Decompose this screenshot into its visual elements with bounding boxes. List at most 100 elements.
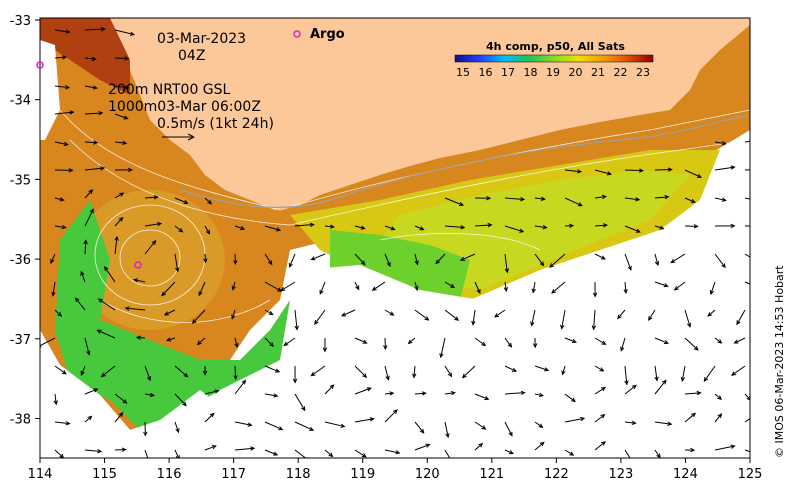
current-vector-head	[570, 397, 576, 403]
current-vector	[144, 449, 149, 458]
current-vector-head	[476, 288, 481, 295]
current-vector	[50, 253, 56, 264]
current-vector-head	[602, 223, 609, 228]
current-vector-head	[569, 223, 575, 228]
current-vector-head	[280, 286, 286, 292]
current-vector-head	[124, 85, 130, 90]
current-vector	[654, 449, 661, 458]
current-vector	[714, 253, 726, 268]
current-vector-head	[504, 268, 510, 274]
current-vector	[504, 197, 525, 200]
current-vector-head	[273, 393, 279, 398]
current-vector	[354, 449, 367, 458]
current-vector	[564, 197, 583, 207]
current-vector	[594, 195, 606, 199]
current-vector-head	[389, 391, 395, 396]
current-vector-head	[294, 325, 299, 331]
current-vector-head	[751, 415, 755, 418]
current-vector-head	[407, 339, 413, 345]
current-vector	[174, 253, 179, 272]
current-vector-head	[696, 390, 702, 396]
current-vector-head	[478, 442, 484, 448]
current-vector	[54, 29, 70, 33]
current-vector	[414, 392, 426, 395]
current-vector	[654, 365, 658, 381]
current-vector	[264, 449, 278, 456]
current-vector-head	[560, 324, 565, 330]
current-vector	[294, 224, 314, 227]
current-vector-head	[631, 384, 637, 390]
current-vector-head	[508, 450, 514, 455]
current-vector	[474, 281, 481, 294]
current-vector-head	[539, 441, 545, 447]
current-vector-head	[659, 225, 665, 230]
current-vector-head	[278, 426, 284, 431]
current-vector-head	[623, 289, 628, 295]
current-vector-head	[577, 202, 583, 207]
current-vector-head	[207, 199, 213, 205]
current-vector-head	[601, 441, 606, 446]
current-vector-head	[88, 189, 94, 194]
current-vector	[354, 337, 367, 344]
current-vector-head	[147, 460, 150, 464]
current-vector	[98, 298, 116, 311]
colorbar-tick-label: 16	[479, 66, 493, 79]
current-vector-head	[124, 56, 130, 61]
current-vector-head	[273, 451, 279, 456]
current-vector	[144, 365, 151, 381]
current-vector	[264, 253, 273, 265]
y-tick-label: -33	[10, 14, 31, 29]
current-vector-head	[65, 29, 71, 34]
current-vector-head	[414, 260, 419, 266]
current-vector-head	[231, 314, 236, 320]
current-vector-head	[310, 256, 316, 261]
current-vector-head	[151, 239, 157, 245]
argo-legend-marker	[293, 30, 301, 38]
current-vector-head	[538, 423, 544, 428]
current-vector-head	[68, 168, 74, 173]
current-vector	[324, 449, 333, 457]
current-vector	[504, 365, 517, 372]
current-vector-head	[571, 338, 578, 344]
colorbar-tick-label: 17	[501, 66, 515, 79]
current-vector-head	[301, 406, 306, 412]
current-vector	[84, 209, 94, 227]
current-vector-head	[118, 216, 124, 222]
current-vector-head	[487, 222, 493, 228]
current-vector	[648, 309, 656, 321]
current-vector-head	[93, 388, 99, 393]
current-vector	[462, 365, 476, 378]
current-vector-head	[600, 414, 606, 419]
cloud-mask	[300, 180, 750, 458]
current-vector	[564, 393, 576, 402]
current-vector-head	[561, 370, 566, 376]
current-vector	[617, 309, 626, 319]
current-vector-head	[439, 353, 444, 359]
current-vector-head	[730, 444, 736, 449]
current-vector-head	[65, 421, 71, 426]
current-vector	[354, 418, 374, 423]
current-vector	[654, 253, 659, 266]
current-vector-head	[393, 409, 398, 415]
current-vector	[114, 217, 123, 227]
colorbar	[454, 54, 654, 63]
current-vector	[504, 281, 507, 292]
current-vector-head	[662, 379, 667, 385]
current-vector	[311, 253, 326, 261]
current-vector-head	[211, 445, 217, 450]
current-vector-head	[680, 376, 686, 382]
current-vector	[166, 337, 176, 341]
current-vector-head	[460, 225, 466, 230]
x-tick-label: 115	[92, 467, 117, 482]
current-vector	[594, 253, 606, 260]
current-vector-head	[591, 325, 597, 331]
current-vector	[54, 365, 67, 375]
current-vector	[624, 449, 631, 458]
current-vector-head	[89, 208, 94, 214]
current-vector	[84, 449, 102, 453]
current-vector	[104, 266, 116, 283]
current-vector	[264, 281, 282, 292]
current-vector-head	[292, 378, 298, 384]
x-tick-label: 123	[608, 467, 633, 482]
current-vector	[594, 169, 612, 175]
